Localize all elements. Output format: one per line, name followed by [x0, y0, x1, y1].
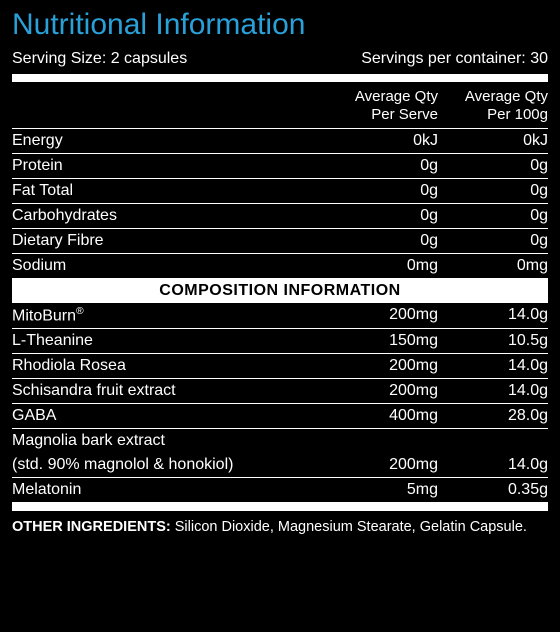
ingredient-name: Magnolia bark extract: [12, 432, 328, 450]
composition-row: Magnolia bark extract: [12, 429, 548, 453]
composition-row: Schisandra fruit extract200mg14.0g: [12, 379, 548, 403]
ingredient-per-serve: 5mg: [328, 481, 438, 499]
nutrient-per-100g: 0g: [438, 232, 548, 250]
nutrient-per-serve: 0mg: [328, 257, 438, 275]
composition-row: L-Theanine150mg10.5g: [12, 329, 548, 353]
ingredient-per-100g: 14.0g: [438, 456, 548, 474]
nutrient-per-100g: 0mg: [438, 257, 548, 275]
composition-row: Rhodiola Rosea200mg14.0g: [12, 354, 548, 378]
serving-size: Serving Size: 2 capsules: [12, 50, 187, 68]
ingredient-per-serve: 200mg: [328, 357, 438, 375]
composition-header: COMPOSITION INFORMATION: [12, 279, 548, 303]
nutrient-name: Energy: [12, 132, 328, 150]
nutrient-per-100g: 0g: [438, 207, 548, 225]
ingredient-name: GABA: [12, 407, 328, 425]
registered-icon: ®: [76, 306, 84, 317]
composition-row: Melatonin5mg0.35g: [12, 478, 548, 502]
composition-row: MitoBurn®200mg14.0g: [12, 303, 548, 328]
ingredient-per-100g: 14.0g: [438, 382, 548, 400]
col-header-per-serve: Average Qty Per Serve: [328, 88, 438, 124]
serving-info-row: Serving Size: 2 capsules Servings per co…: [12, 50, 548, 68]
ingredient-name: Rhodiola Rosea: [12, 357, 328, 375]
ingredient-name: Melatonin: [12, 481, 328, 499]
nutrition-row: Protein0g0g: [12, 154, 548, 178]
nutrient-per-serve: 0g: [328, 157, 438, 175]
servings-per-container: Servings per container: 30: [361, 50, 548, 68]
composition-row: (std. 90% magnolol & honokiol)200mg14.0g: [12, 453, 548, 477]
nutrient-per-100g: 0g: [438, 182, 548, 200]
ingredient-per-serve: 400mg: [328, 407, 438, 425]
page-title: Nutritional Information: [12, 8, 548, 42]
nutrient-per-100g: 0kJ: [438, 132, 548, 150]
nutrient-name: Carbohydrates: [12, 207, 328, 225]
nutrient-per-serve: 0g: [328, 207, 438, 225]
nutrient-per-100g: 0g: [438, 157, 548, 175]
ingredient-name: Schisandra fruit extract: [12, 382, 328, 400]
rule-thick-top: [12, 74, 548, 82]
other-ingredients-text: Silicon Dioxide, Magnesium Stearate, Gel…: [171, 519, 527, 535]
nutrient-name: Protein: [12, 157, 328, 175]
nutrition-row: Fat Total0g0g: [12, 179, 548, 203]
ingredient-per-100g: 10.5g: [438, 332, 548, 350]
other-ingredients-label: OTHER INGREDIENTS:: [12, 519, 171, 535]
nutrient-per-serve: 0kJ: [328, 132, 438, 150]
nutrient-per-serve: 0g: [328, 182, 438, 200]
ingredient-per-serve: 200mg: [328, 306, 438, 325]
ingredient-per-100g: 14.0g: [438, 357, 548, 375]
nutrition-row: Energy0kJ0kJ: [12, 129, 548, 153]
ingredient-per-serve: 200mg: [328, 456, 438, 474]
column-headers: Average Qty Per Serve Average Qty Per 10…: [12, 82, 548, 128]
nutrition-row: Sodium0mg0mg: [12, 254, 548, 278]
composition-row: GABA400mg28.0g: [12, 404, 548, 428]
ingredient-per-100g: 14.0g: [438, 306, 548, 325]
ingredient-name: MitoBurn®: [12, 306, 328, 325]
ingredient-per-100g: 0.35g: [438, 481, 548, 499]
ingredient-name: L-Theanine: [12, 332, 328, 350]
nutrient-name: Sodium: [12, 257, 328, 275]
ingredient-per-serve: 150mg: [328, 332, 438, 350]
nutrition-row: Dietary Fibre0g0g: [12, 229, 548, 253]
nutrient-per-serve: 0g: [328, 232, 438, 250]
nutrient-name: Fat Total: [12, 182, 328, 200]
ingredient-per-100g: 28.0g: [438, 407, 548, 425]
nutrition-row: Carbohydrates0g0g: [12, 204, 548, 228]
ingredient-per-serve: 200mg: [328, 382, 438, 400]
col-header-per-100g: Average Qty Per 100g: [438, 88, 548, 124]
rule-thick-bottom: [12, 503, 548, 511]
nutrient-name: Dietary Fibre: [12, 232, 328, 250]
other-ingredients: OTHER INGREDIENTS: Silicon Dioxide, Magn…: [12, 511, 548, 535]
ingredient-name-detail: (std. 90% magnolol & honokiol): [12, 456, 328, 474]
